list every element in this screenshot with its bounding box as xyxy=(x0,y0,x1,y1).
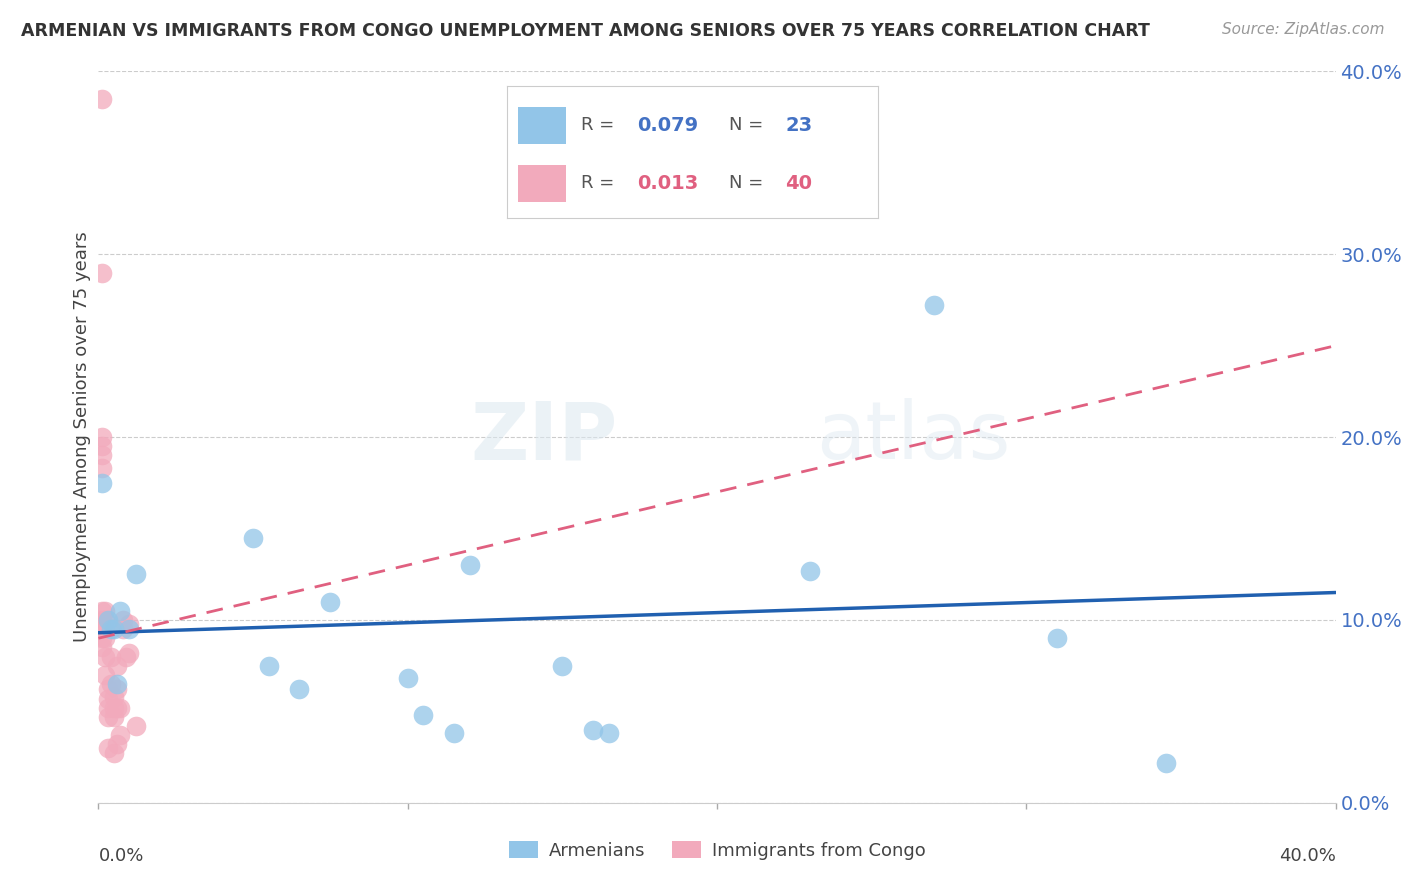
Point xyxy=(103,690,125,704)
Point xyxy=(288,682,311,697)
Point xyxy=(112,622,135,636)
Text: 0.0%: 0.0% xyxy=(98,847,143,864)
Text: ZIP: ZIP xyxy=(471,398,619,476)
Point xyxy=(598,726,620,740)
Point xyxy=(551,658,574,673)
Point xyxy=(100,649,122,664)
Point xyxy=(90,461,112,475)
Text: 40.0%: 40.0% xyxy=(1279,847,1336,864)
Point xyxy=(799,564,821,578)
Point xyxy=(118,622,141,636)
Point xyxy=(93,667,115,681)
Point xyxy=(90,613,112,627)
Point xyxy=(118,646,141,660)
Point xyxy=(90,92,112,106)
Point xyxy=(90,475,112,490)
Point xyxy=(319,594,342,608)
Legend: Armenians, Immigrants from Congo: Armenians, Immigrants from Congo xyxy=(502,834,932,867)
Point xyxy=(396,672,419,686)
Point xyxy=(100,677,122,691)
Point xyxy=(93,632,115,646)
Point xyxy=(97,691,120,706)
Point xyxy=(922,298,945,312)
Point xyxy=(105,737,128,751)
Point xyxy=(242,531,264,545)
Text: atlas: atlas xyxy=(815,398,1011,476)
Point xyxy=(90,604,112,618)
Point xyxy=(124,719,146,733)
Point xyxy=(112,613,135,627)
Point xyxy=(105,677,128,691)
Text: Source: ZipAtlas.com: Source: ZipAtlas.com xyxy=(1222,22,1385,37)
Point xyxy=(118,616,141,631)
Point xyxy=(93,649,115,664)
Point xyxy=(103,710,125,724)
Point xyxy=(103,700,125,714)
Point xyxy=(93,622,115,636)
Point xyxy=(1046,632,1069,646)
Point xyxy=(90,430,112,444)
Point xyxy=(443,726,465,740)
Point xyxy=(105,658,128,673)
Point xyxy=(97,740,120,755)
Point xyxy=(1154,756,1177,770)
Point xyxy=(103,622,125,636)
Point xyxy=(93,613,115,627)
Point xyxy=(257,658,280,673)
Point xyxy=(582,723,605,737)
Point xyxy=(93,604,115,618)
Point xyxy=(105,682,128,697)
Y-axis label: Unemployment Among Seniors over 75 years: Unemployment Among Seniors over 75 years xyxy=(73,232,91,642)
Point xyxy=(90,640,112,655)
Point xyxy=(90,622,112,636)
Point xyxy=(90,266,112,280)
Point xyxy=(90,439,112,453)
Point xyxy=(115,649,138,664)
Point xyxy=(124,567,146,582)
Point xyxy=(97,613,120,627)
Text: ARMENIAN VS IMMIGRANTS FROM CONGO UNEMPLOYMENT AMONG SENIORS OVER 75 YEARS CORRE: ARMENIAN VS IMMIGRANTS FROM CONGO UNEMPL… xyxy=(21,22,1150,40)
Point xyxy=(90,632,112,646)
Point xyxy=(97,700,120,714)
Point xyxy=(105,700,128,714)
Point xyxy=(412,708,434,723)
Point xyxy=(100,622,122,636)
Point xyxy=(97,682,120,697)
Point xyxy=(108,604,131,618)
Point xyxy=(458,558,481,573)
Point xyxy=(97,710,120,724)
Point xyxy=(108,728,131,742)
Point xyxy=(90,449,112,463)
Point xyxy=(103,747,125,761)
Point xyxy=(108,700,131,714)
